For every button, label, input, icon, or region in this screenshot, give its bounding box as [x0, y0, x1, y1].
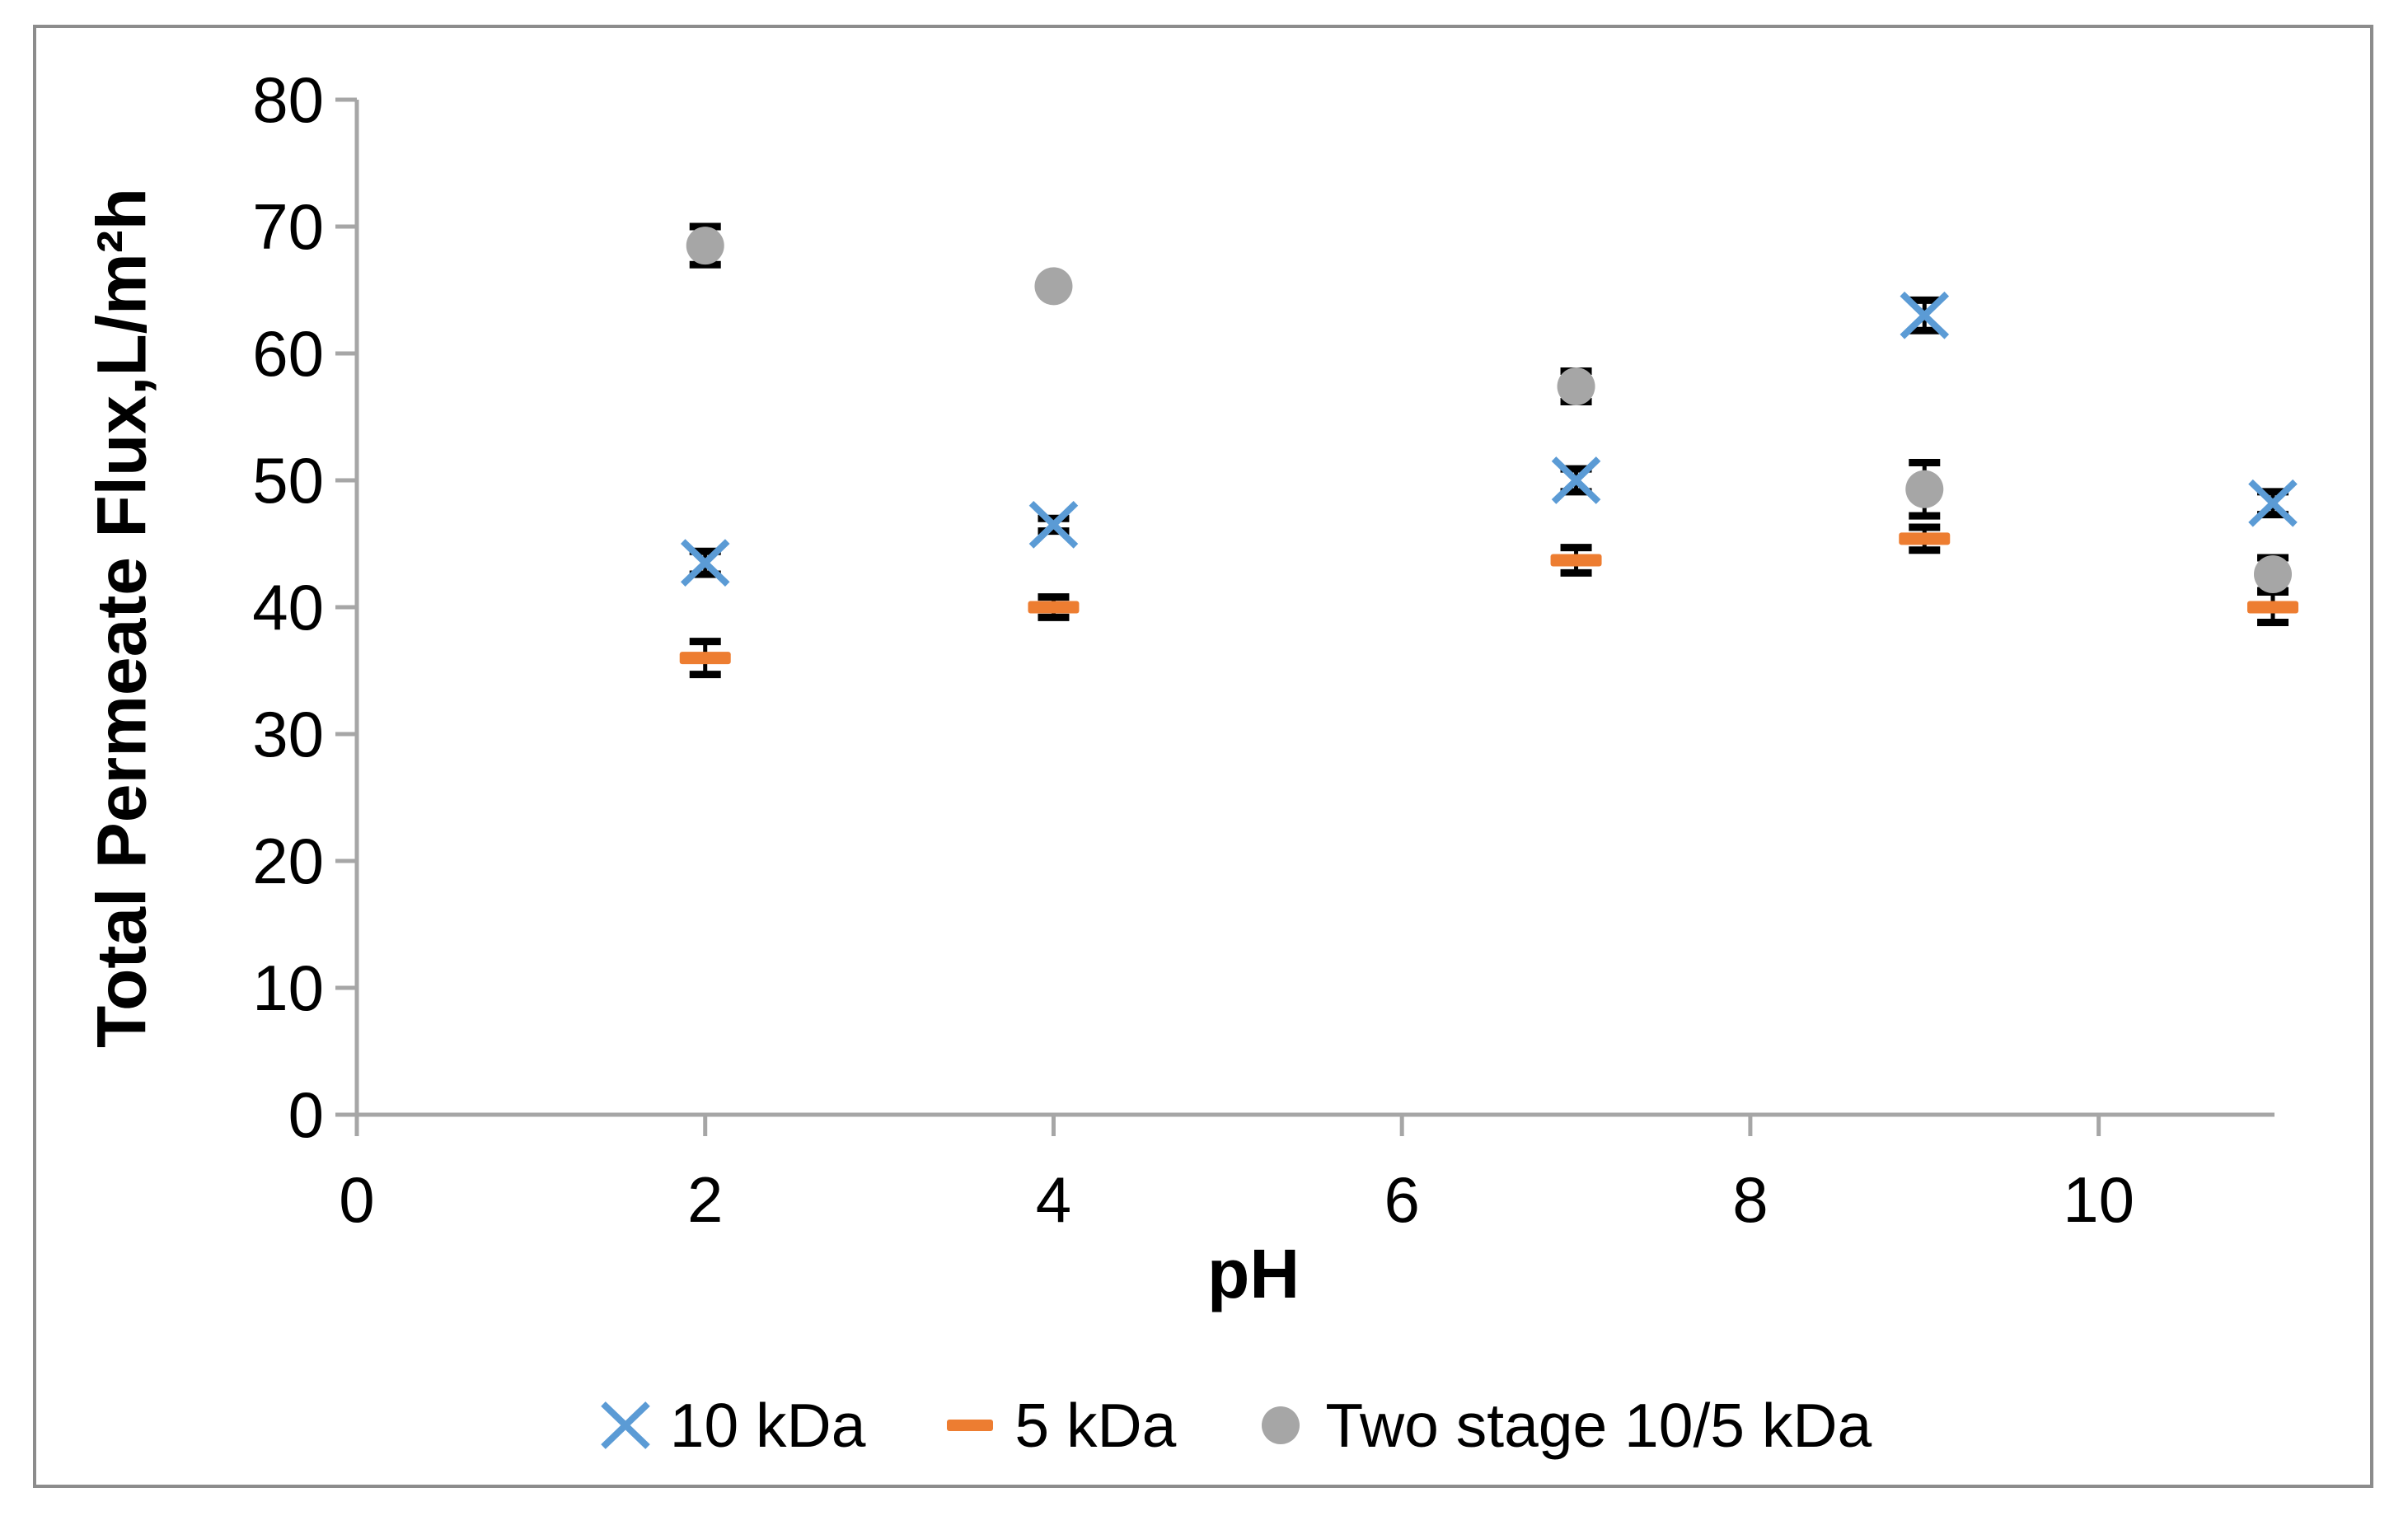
marker-x [1028, 501, 1079, 549]
x-tick-label: 0 [339, 1163, 374, 1236]
x-tick-label: 8 [1732, 1163, 1768, 1236]
marker-x [2248, 479, 2298, 527]
y-tick-label: 80 [252, 63, 324, 136]
marker-circle [1034, 267, 1073, 306]
legend-marker-dash-icon [947, 1420, 994, 1431]
figure-border [33, 25, 2373, 1488]
x-tick-label: 6 [1384, 1163, 1419, 1236]
y-tick-label: 70 [252, 190, 324, 263]
legend-marker-circle-icon [1262, 1406, 1300, 1444]
marker-x [1900, 291, 1950, 339]
marker-circle [1905, 470, 1944, 508]
marker-dash [2247, 601, 2298, 614]
y-tick-label: 50 [252, 444, 324, 517]
marker-x [1551, 456, 1601, 504]
legend-marker-x-icon [600, 1401, 650, 1449]
marker-dash [1899, 532, 1951, 545]
y-tick-label: 60 [252, 317, 324, 390]
marker-x [680, 539, 730, 587]
x-tick-label: 2 [687, 1163, 723, 1236]
legend-item: Two stage 10/5 kDa [1254, 1390, 1872, 1461]
marker-circle [2254, 554, 2292, 593]
y-axis-title: Total Permeate Flux,L/m²h [82, 188, 161, 1048]
marker-dash [679, 652, 731, 665]
y-tick-label: 20 [252, 825, 324, 897]
legend-label: 5 kDa [1014, 1391, 1177, 1460]
y-tick-label: 10 [252, 952, 324, 1024]
legend-label: 10 kDa [669, 1391, 866, 1460]
x-axis-title: pH [1207, 1235, 1300, 1312]
marker-circle [1557, 367, 1595, 406]
legend-label: Two stage 10/5 kDa [1325, 1391, 1872, 1460]
x-tick-label: 4 [1036, 1163, 1071, 1236]
legend-item: 10 kDa [599, 1390, 866, 1461]
legend: 10 kDa 5 kDa Two stage 10/5 kDa [33, 1391, 2373, 1460]
x-tick-label: 10 [2063, 1163, 2134, 1236]
marker-circle [686, 227, 724, 265]
y-tick-label: 40 [252, 571, 324, 643]
legend-item: 5 kDa [944, 1390, 1176, 1461]
marker-dash [1028, 601, 1080, 614]
y-tick-label: 0 [288, 1078, 324, 1151]
marker-dash [1550, 554, 1602, 567]
y-tick-label: 30 [252, 698, 324, 770]
